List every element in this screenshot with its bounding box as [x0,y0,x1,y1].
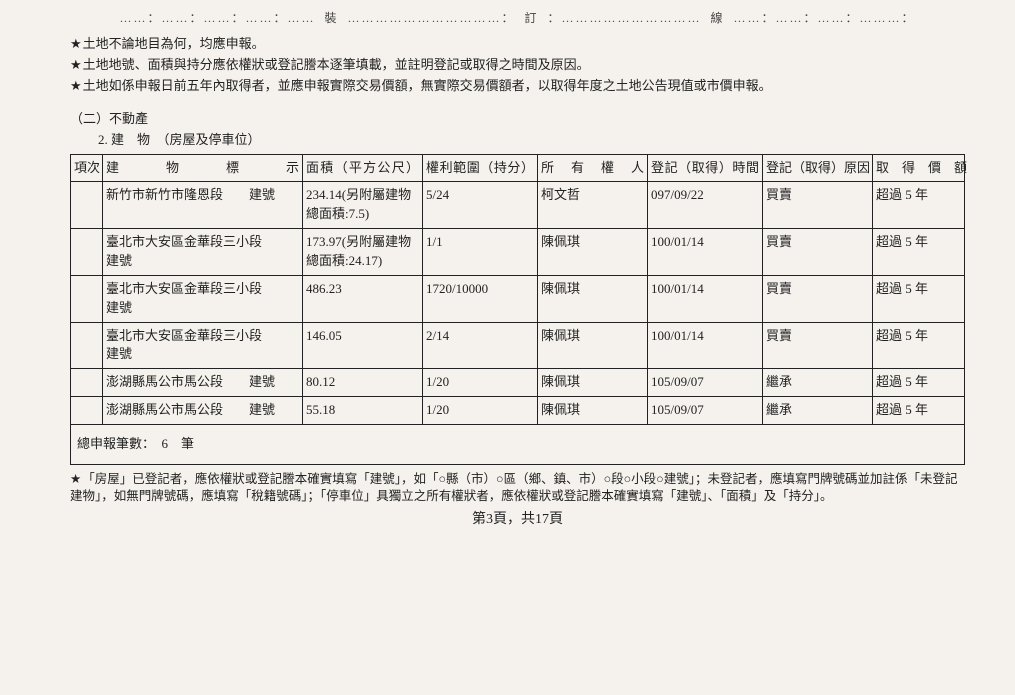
note-line: 土地地號、面積與持分應依權狀或登記謄本逐筆填載，並註明登記或取得之時間及原因。 [70,56,965,75]
cell-share: 5/24 [423,182,538,229]
cell-idx [71,397,103,425]
th-area: 面積（平方公尺） [303,154,423,182]
cell-share: 1720/10000 [423,275,538,322]
section-heading: （二）不動產 [70,110,965,129]
buildings-table: 項次 建 物 標 示 面積（平方公尺） 權利範圍（持分） 所 有 權 人 登記（… [70,154,965,465]
cell-reason: 繼承 [763,397,873,425]
cell-desc: 新竹市新竹市隆恩段 建號 [103,182,303,229]
cell-date: 100/01/14 [648,275,763,322]
cell-desc: 臺北市大安區金華段三小段 建號 [103,322,303,369]
binding-ding: 訂 [524,10,538,27]
cell-share: 2/14 [423,322,538,369]
cell-reason: 買賣 [763,229,873,276]
binding-zhuang: 裝 [324,10,338,27]
th-desc: 建 物 標 示 [103,154,303,182]
cell-desc: 臺北市大安區金華段三小段 建號 [103,229,303,276]
cell-date: 100/01/14 [648,322,763,369]
cell-owner: 陳佩琪 [538,322,648,369]
cell-area: 234.14(另附屬建物總面積:7.5) [303,182,423,229]
th-idx: 項次 [71,154,103,182]
footnote-text: 「房屋」已登記者，應依權狀或登記謄本確實填寫「建號」，如「○縣（市）○區（鄉、鎮… [70,472,957,504]
cell-reason: 買賣 [763,322,873,369]
table-row: 臺北市大安區金華段三小段 建號146.052/14陳佩琪100/01/14買賣超… [71,322,965,369]
cell-idx [71,275,103,322]
cell-idx [71,322,103,369]
note-line: 土地不論地目為何，均應申報。 [70,35,965,54]
cell-value: 超過 5 年 [873,369,965,397]
cell-share: 1/20 [423,397,538,425]
cell-date: 105/09/07 [648,397,763,425]
note-line: 土地如係申報日前五年內取得者，並應申報實際交易價額，無實際交易價額者，以取得年度… [70,77,965,96]
table-header-row: 項次 建 物 標 示 面積（平方公尺） 權利範圍（持分） 所 有 權 人 登記（… [71,154,965,182]
table-row: 臺北市大安區金華段三小段 建號486.231720/10000陳佩琪100/01… [71,275,965,322]
cell-owner: 柯文哲 [538,182,648,229]
th-value: 取 得 價 額 [873,154,965,182]
cell-idx [71,229,103,276]
cell-value: 超過 5 年 [873,322,965,369]
table-row: 新竹市新竹市隆恩段 建號234.14(另附屬建物總面積:7.5)5/24柯文哲0… [71,182,965,229]
cell-area: 146.05 [303,322,423,369]
table-row: 臺北市大安區金華段三小段 建號173.97(另附屬建物總面積:24.17)1/1… [71,229,965,276]
cell-share: 1/20 [423,369,538,397]
cell-owner: 陳佩琪 [538,397,648,425]
cell-area: 80.12 [303,369,423,397]
table-body: 新竹市新竹市隆恩段 建號234.14(另附屬建物總面積:7.5)5/24柯文哲0… [71,182,965,424]
cell-date: 097/09/22 [648,182,763,229]
cell-area: 173.97(另附屬建物總面積:24.17) [303,229,423,276]
footnote: 「房屋」已登記者，應依權狀或登記謄本確實填寫「建號」，如「○縣（市）○區（鄉、鎮… [70,471,965,506]
cell-owner: 陳佩琪 [538,275,648,322]
th-owner: 所 有 權 人 [538,154,648,182]
table-row: 澎湖縣馬公市馬公段 建號55.181/20陳佩琪105/09/07繼承超過 5 … [71,397,965,425]
cell-desc: 澎湖縣馬公市馬公段 建號 [103,369,303,397]
subsection-heading: 2. 建 物 （房屋及停車位） [98,131,965,150]
cell-reason: 繼承 [763,369,873,397]
cell-reason: 買賣 [763,182,873,229]
binding-marks: ……：……：……：……：…… 裝 ……………………………： 訂 ：…………………… [70,10,965,27]
cell-desc: 澎湖縣馬公市馬公段 建號 [103,397,303,425]
cell-idx [71,182,103,229]
cell-value: 超過 5 年 [873,229,965,276]
notes-block: 土地不論地目為何，均應申報。 土地地號、面積與持分應依權狀或登記謄本逐筆填載，並… [70,35,965,96]
page-number: 第3頁，共17頁 [70,510,965,530]
cell-desc: 臺北市大安區金華段三小段 建號 [103,275,303,322]
cell-value: 超過 5 年 [873,182,965,229]
cell-reason: 買賣 [763,275,873,322]
th-share: 權利範圍（持分） [423,154,538,182]
cell-idx [71,369,103,397]
th-date: 登記（取得）時間 [648,154,763,182]
document-page: ……：……：……：……：…… 裝 ……………………………： 訂 ：…………………… [0,0,1015,530]
binding-xian: 線 [711,10,725,27]
th-reason: 登記（取得）原因 [763,154,873,182]
count-cell: 總申報筆數： 6 筆 [71,424,965,464]
cell-value: 超過 5 年 [873,397,965,425]
cell-area: 486.23 [303,275,423,322]
cell-date: 105/09/07 [648,369,763,397]
cell-owner: 陳佩琪 [538,369,648,397]
count-row: 總申報筆數： 6 筆 [71,424,965,464]
cell-value: 超過 5 年 [873,275,965,322]
cell-owner: 陳佩琪 [538,229,648,276]
cell-area: 55.18 [303,397,423,425]
table-row: 澎湖縣馬公市馬公段 建號80.121/20陳佩琪105/09/07繼承超過 5 … [71,369,965,397]
cell-share: 1/1 [423,229,538,276]
cell-date: 100/01/14 [648,229,763,276]
